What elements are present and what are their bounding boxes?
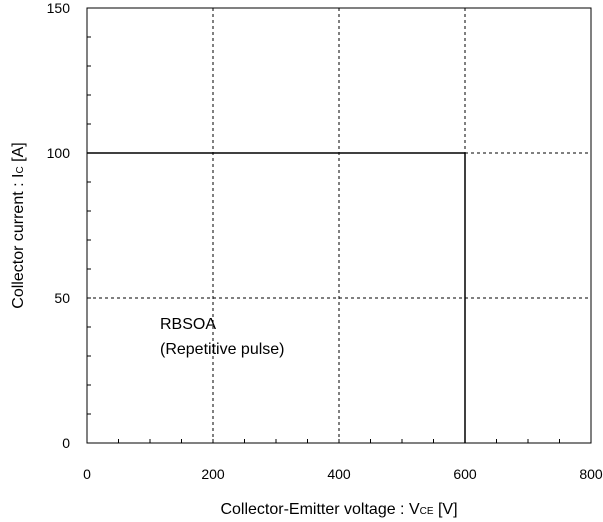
y-axis-title-unit: [A] [10,142,27,166]
tick-labels: 0 200 400 600 800 0 50 100 150 [47,0,603,482]
x-tick-label: 0 [83,466,91,482]
x-axis-title-main: Collector-Emitter voltage : V [220,501,420,518]
minor-ticks [87,36,560,443]
rbsoa-boundary-line [87,152,466,443]
x-tick-label: 600 [453,466,477,482]
x-tick-label: 200 [201,466,225,482]
y-tick-label: 150 [47,0,71,16]
annotation-line-2: (Repetitive pulse) [160,341,285,358]
y-tick-label: 0 [62,435,70,451]
y-tick-label: 50 [54,290,70,306]
y-axis-title-subscript: C [15,166,26,173]
annotation-line-1: RBSOA [160,316,216,333]
grid-lines [87,8,591,443]
x-tick-label: 400 [327,466,351,482]
x-axis-title: Collector-Emitter voltage : VCE [V] [220,501,457,518]
plot-frame [86,7,592,444]
y-axis-title: Collector current : IC [A] [10,142,27,308]
y-tick-label: 100 [47,145,71,161]
series-layer [87,152,466,443]
x-axis-title-unit: [V] [434,501,458,518]
x-tick-label: 800 [579,466,603,482]
x-axis-title-subscript: CE [420,506,434,517]
y-axis-title-main: Collector current : I [10,174,27,309]
